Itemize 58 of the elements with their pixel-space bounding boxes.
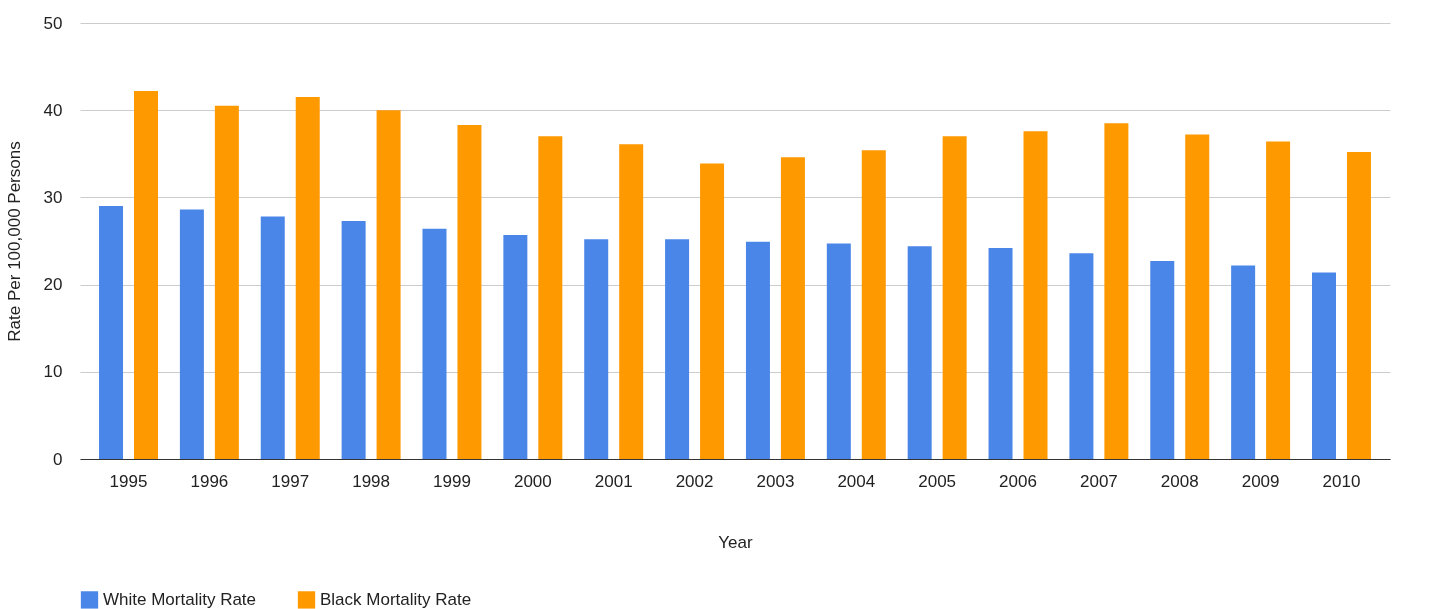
bar: [214, 105, 239, 459]
bar: [1266, 141, 1291, 459]
bar: [1069, 253, 1094, 459]
x-tick-label: 2000: [513, 471, 552, 491]
bar: [1312, 272, 1336, 459]
bar: [503, 234, 528, 459]
bar: [422, 228, 447, 459]
x-tick-label: 1996: [190, 471, 229, 491]
x-axis-title: Year: [718, 532, 754, 552]
y-tick-label: 10: [43, 362, 63, 382]
x-tick-label: 2003: [756, 471, 795, 491]
bar: [260, 216, 285, 459]
bar: [942, 136, 967, 459]
bar: [538, 136, 563, 459]
bar: [700, 163, 725, 459]
bar: [99, 206, 124, 459]
bar: [179, 209, 204, 459]
x-tick-label: 2010: [1322, 471, 1361, 491]
legend-label: White Mortality Rate: [103, 589, 257, 609]
y-axis-title: Rate Per 100,000 Persons: [4, 141, 24, 342]
bar: [826, 243, 851, 459]
bar: [619, 144, 644, 459]
bar: [134, 91, 158, 459]
x-tick-label: 1995: [109, 471, 148, 491]
bar: [1150, 261, 1175, 459]
x-tick-label: 2009: [1241, 471, 1280, 491]
x-tick-label: 1997: [271, 471, 310, 491]
y-tick-label: 30: [43, 187, 63, 207]
x-tick-label: 2002: [675, 471, 714, 491]
bar: [376, 110, 401, 459]
bar: [665, 239, 690, 459]
x-tick-label: 2001: [594, 471, 633, 491]
bar: [780, 157, 805, 459]
y-tick-label: 50: [43, 13, 63, 33]
bar: [745, 241, 770, 459]
bar: [861, 150, 886, 459]
bar: [1231, 265, 1256, 459]
x-tick-label: 2004: [837, 471, 876, 491]
legend-label: Black Mortality Rate: [320, 589, 472, 609]
bar: [457, 125, 482, 459]
y-tick-label: 40: [43, 100, 63, 120]
y-tick-label: 0: [53, 449, 63, 469]
bar: [341, 220, 366, 459]
bar: [1185, 134, 1210, 459]
x-tick-label: 1998: [352, 471, 391, 491]
x-tick-label: 1999: [433, 471, 471, 491]
y-tick-label: 20: [43, 275, 63, 295]
x-tick-label: 2008: [1160, 471, 1199, 491]
bar: [988, 247, 1013, 459]
x-tick-label: 2007: [1079, 471, 1118, 491]
x-tick-label: 2005: [918, 471, 957, 491]
bar: [1104, 123, 1129, 459]
bar: [907, 246, 932, 459]
x-tick-label: 2006: [999, 471, 1037, 491]
bar: [584, 239, 609, 459]
bar: [1346, 152, 1371, 459]
bar: [1023, 131, 1048, 459]
bar: [295, 97, 320, 459]
